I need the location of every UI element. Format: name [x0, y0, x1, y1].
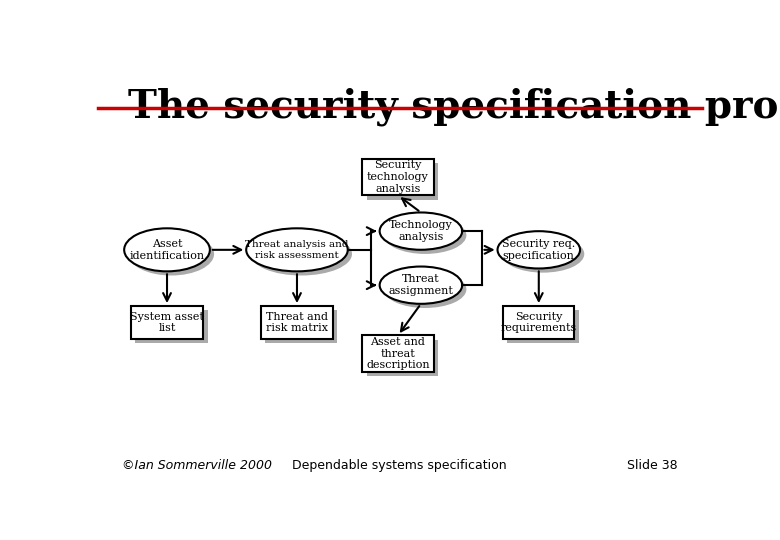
- Text: Threat and
risk matrix: Threat and risk matrix: [266, 312, 328, 333]
- Text: Asset
identification: Asset identification: [129, 239, 204, 261]
- Ellipse shape: [380, 267, 463, 304]
- Text: The security specification process: The security specification process: [128, 87, 780, 126]
- Text: System asset
list: System asset list: [130, 312, 204, 333]
- Text: Threat analysis and
risk assessment: Threat analysis and risk assessment: [245, 240, 349, 260]
- FancyBboxPatch shape: [135, 310, 207, 343]
- Ellipse shape: [250, 233, 352, 275]
- Text: Security
requirements: Security requirements: [501, 312, 577, 333]
- Text: Dependable systems specification: Dependable systems specification: [292, 460, 507, 472]
- FancyBboxPatch shape: [503, 306, 574, 339]
- Text: Security req.
specification: Security req. specification: [502, 239, 576, 261]
- Ellipse shape: [124, 228, 210, 271]
- FancyBboxPatch shape: [362, 335, 434, 372]
- FancyBboxPatch shape: [131, 306, 204, 339]
- FancyBboxPatch shape: [261, 306, 333, 339]
- Text: Security
technology
analysis: Security technology analysis: [367, 160, 429, 194]
- Text: Slide 38: Slide 38: [627, 460, 678, 472]
- Text: Asset and
threat
description: Asset and threat description: [366, 337, 430, 370]
- FancyBboxPatch shape: [265, 310, 338, 343]
- Ellipse shape: [384, 217, 466, 254]
- Text: ©Ian Sommerville 2000: ©Ian Sommerville 2000: [122, 460, 271, 472]
- FancyBboxPatch shape: [362, 159, 434, 195]
- Text: Threat
assignment: Threat assignment: [388, 274, 453, 296]
- Ellipse shape: [380, 212, 463, 250]
- FancyBboxPatch shape: [367, 340, 438, 376]
- Ellipse shape: [384, 271, 466, 308]
- Ellipse shape: [502, 235, 584, 273]
- FancyBboxPatch shape: [507, 310, 579, 343]
- Ellipse shape: [129, 233, 214, 275]
- FancyBboxPatch shape: [367, 163, 438, 199]
- Ellipse shape: [246, 228, 348, 271]
- Ellipse shape: [498, 231, 580, 268]
- Text: Technology
analysis: Technology analysis: [389, 220, 452, 242]
